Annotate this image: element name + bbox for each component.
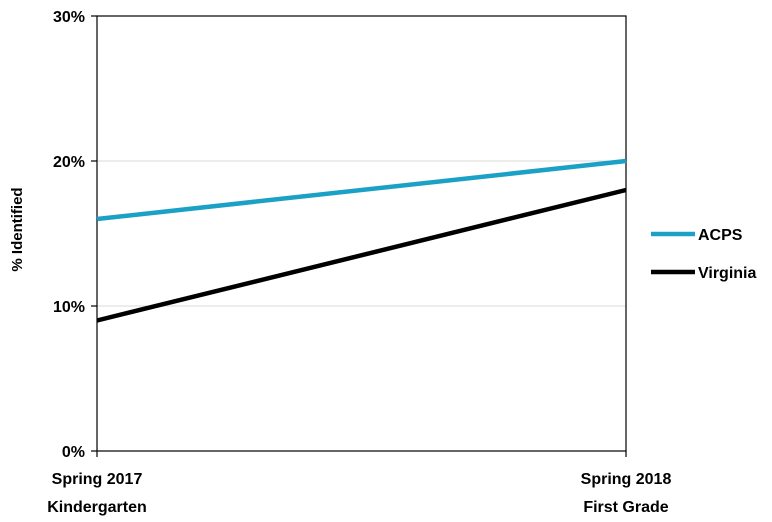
plot-area-frame xyxy=(96,15,627,452)
y-tick-label: 30% xyxy=(53,9,85,26)
x-tick-label: Spring 2017 Kindergarten xyxy=(47,471,147,516)
y-axis-title: % Identified xyxy=(9,187,26,271)
legend: ACPS Virginia xyxy=(651,227,756,282)
y-tick-label: 20% xyxy=(53,154,85,171)
y-tick-label: 0% xyxy=(62,444,85,461)
y-tick-label: 10% xyxy=(53,299,85,316)
gridlines xyxy=(97,160,626,307)
x-axis-ticks: Spring 2017 Kindergarten Spring 2018 First … xyxy=(47,451,671,516)
series-lines xyxy=(96,158,627,323)
x-tick-label: Spring 2018 First Grade xyxy=(581,471,672,516)
legend-label-virginia: Virginia xyxy=(698,265,756,282)
legend-label-acps: ACPS xyxy=(698,227,743,244)
series-line-virginia xyxy=(96,187,627,323)
series-line-acps xyxy=(96,158,627,222)
y-axis-ticks: 0% 10% 20% 30% xyxy=(53,9,97,461)
